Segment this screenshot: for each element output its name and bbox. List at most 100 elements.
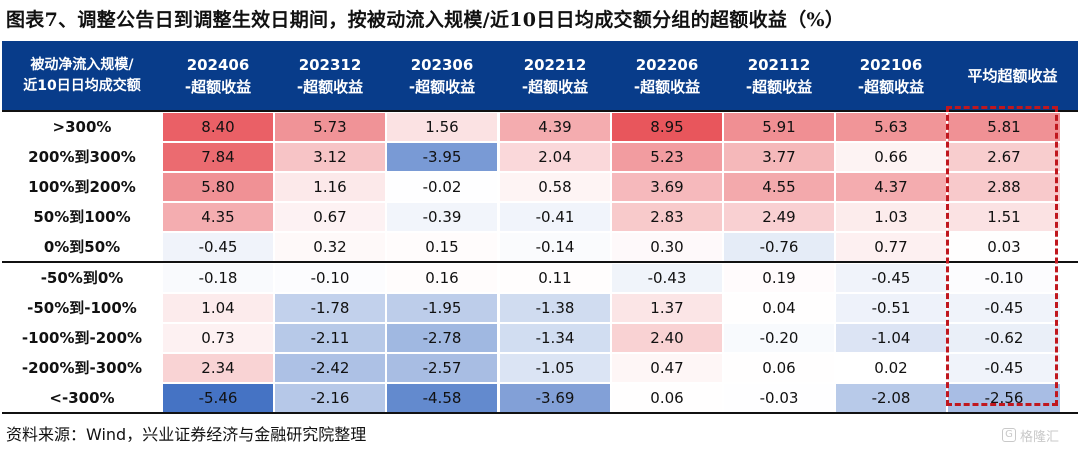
value-cell: -1.95 [387,294,497,322]
value-cell: -0.76 [724,233,834,261]
row-label: 200%到300% [28,148,136,166]
table-row: 50%到100% 4.35 0.67 -0.39 -0.41 2.83 2.49 1.03 1.… [2,202,1078,232]
value-cell: 0.11 [500,264,610,292]
table-row: -50%到0% -0.18 -0.10 0.16 0.11 -0.43 0.19 -0.45-… [2,263,1078,293]
value-cell: 2.49 [724,203,834,231]
watermark: G 格隆汇 [1002,426,1076,445]
value-cell: 1.16 [275,173,385,201]
value-cell: -0.10 [275,264,385,292]
value-cell: -0.39 [387,203,497,231]
header-period: 202106 [859,55,923,74]
table-row: 0%到50% -0.45 0.32 0.15 -0.14 0.30 -0.76 0.77 0.0… [2,232,1078,262]
header-metric-label: -超额收益 [296,77,364,96]
value-cell: -3.69 [500,384,610,412]
header-column: 202112 -超额收益 [723,41,835,110]
table-header: 被动净流入规模/ 近10日日均成交额 202406 -超额收益 202312 -超额收… [2,41,1078,110]
value-cell: 5.23 [612,143,722,171]
watermark-text: 格隆汇 [1020,429,1060,445]
header-period: 202206 [635,55,699,74]
value-cell: 3.12 [275,143,385,171]
average-cell: -0.62 [948,324,1060,352]
value-cell: -4.58 [387,384,497,412]
header-column: 202306 -超额收益 [386,41,498,110]
value-cell: -0.45 [163,233,273,261]
value-cell: 2.40 [612,324,722,352]
header-divider [2,110,1078,112]
value-cell: 1.03 [836,203,946,231]
row-label: -200%到-300% [21,359,143,377]
table-row: 100%到200% 5.80 1.16 -0.02 0.58 3.69 4.55 4.37 2.… [2,172,1078,202]
table-row: >300% 8.40 5.73 1.56 4.39 8.95 5.91 5.63 5.81 [2,112,1078,142]
value-cell: 1.56 [387,113,497,141]
row-label: 50%到100% [33,208,131,226]
value-cell: 4.35 [163,203,273,231]
value-cell: -2.42 [275,354,385,382]
value-cell: 8.40 [163,113,273,141]
average-cell: 2.88 [948,173,1060,201]
value-cell: 0.73 [163,324,273,352]
value-cell: -0.14 [500,233,610,261]
source-note: 资料来源：Wind，兴业证券经济与金融研究院整理 [6,425,367,444]
value-cell: 0.16 [387,264,497,292]
value-cell: 5.91 [724,113,834,141]
header-column: 202106 -超额收益 [835,41,947,110]
value-cell: 4.55 [724,173,834,201]
header-period: 202306 [410,55,474,74]
value-cell: 0.06 [724,354,834,382]
value-cell: -0.03 [724,384,834,412]
header-metric-label: -超额收益 [184,77,252,96]
table-row: -100%到-200% 0.73 -2.11 -2.78 -1.34 2.40 -0.20-… [2,323,1078,353]
value-cell: -0.45 [836,264,946,292]
value-cell: 0.58 [500,173,610,201]
value-cell: 7.84 [163,143,273,171]
value-cell: 5.73 [275,113,385,141]
value-cell: 4.37 [836,173,946,201]
value-cell: 0.30 [612,233,722,261]
value-cell: 2.04 [500,143,610,171]
average-cell: 0.03 [948,233,1060,261]
average-cell: -0.10 [948,264,1060,292]
sign-divider [2,261,1078,263]
value-cell: -2.08 [836,384,946,412]
figure-title: 图表7、调整公告日到调整生效日期间，按被动流入规模/近10日日均成交额分组的超额… [6,9,845,31]
value-cell: -3.95 [387,143,497,171]
value-cell: 0.67 [275,203,385,231]
value-cell: 2.34 [163,354,273,382]
table-bottom-border [2,412,1078,414]
row-label: <-300% [49,389,115,407]
header-metric-label: -超额收益 [745,77,813,96]
value-cell: -0.02 [387,173,497,201]
value-cell: -0.20 [724,324,834,352]
header-column: 202206 -超额收益 [611,41,723,110]
value-cell: 8.95 [612,113,722,141]
value-cell: 3.69 [612,173,722,201]
value-cell: -2.16 [275,384,385,412]
header-column: 202212 -超额收益 [499,41,611,110]
value-cell: -2.78 [387,324,497,352]
value-cell: -0.18 [163,264,273,292]
header-group-line2: 近10日日均成交额 [23,77,141,94]
value-cell: 1.37 [612,294,722,322]
row-label: 0%到50% [43,238,121,256]
row-label: -50%到-100% [27,299,137,317]
value-cell: 0.32 [275,233,385,261]
value-cell: -0.43 [612,264,722,292]
value-cell: 0.15 [387,233,497,261]
header-column: 202312 -超额收益 [274,41,386,110]
table-row: 200%到300% 7.84 3.12 -3.95 2.04 5.23 3.77 0.66 2.… [2,142,1078,172]
average-cell: 2.67 [948,143,1060,171]
header-group-column: 被动净流入规模/ 近10日日均成交额 [2,41,162,110]
value-cell: -1.05 [500,354,610,382]
value-cell: -0.51 [836,294,946,322]
header-period: 202212 [523,55,587,74]
value-cell: 0.47 [612,354,722,382]
watermark-logo-icon: G [1002,428,1016,442]
table-row: -200%到-300% 2.34 -2.42 -2.57 -1.05 0.47 0.06 0.… [2,353,1078,383]
row-label: 100%到200% [28,178,136,196]
row-label: -50%到0% [40,269,124,287]
value-cell: -1.34 [500,324,610,352]
header-group-line1: 被动净流入规模/ [30,56,134,73]
value-cell: 5.63 [836,113,946,141]
value-cell: 5.80 [163,173,273,201]
value-cell: -5.46 [163,384,273,412]
